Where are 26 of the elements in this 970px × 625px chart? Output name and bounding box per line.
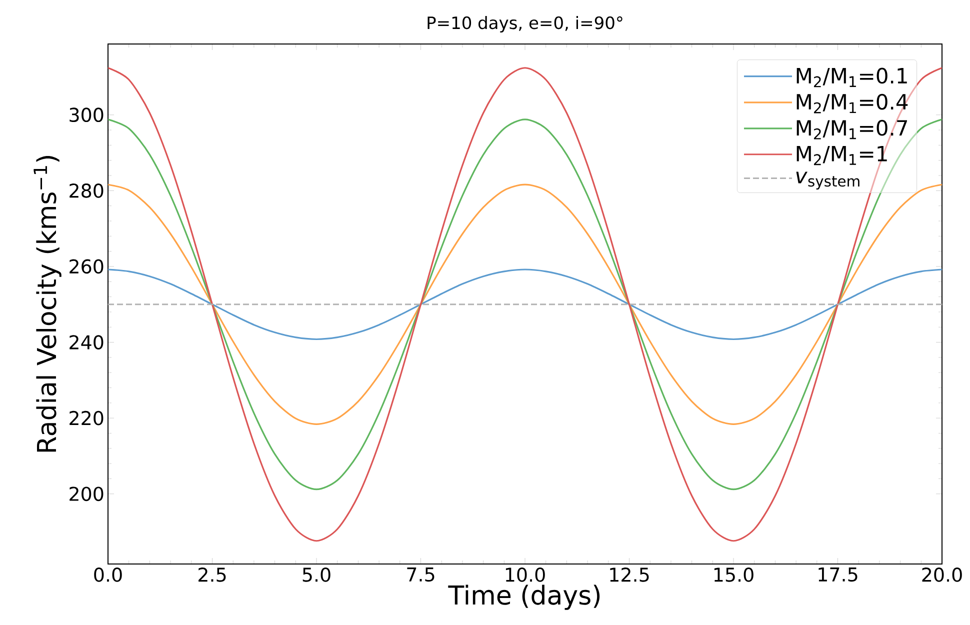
line-series	[108, 67, 942, 542]
legend-label: v$_{system}$	[796, 172, 860, 190]
x-tick-label: 17.5	[818, 568, 858, 582]
y-tick-label: 240	[70, 335, 104, 350]
legend-label: M$_{2}$/M$_{1}$=1	[796, 146, 887, 166]
line-series	[108, 268, 942, 340]
x-tick-label: 7.5	[407, 568, 434, 582]
line-series	[108, 118, 942, 490]
y-tick-label: 280	[70, 183, 104, 198]
y-tick-label: 260	[70, 259, 104, 274]
x-tick-label: 15.0	[714, 568, 754, 582]
x-tick-label: 10.0	[506, 568, 545, 582]
y-tick-label: 220	[70, 410, 104, 426]
x-tick-label: 12.5	[610, 568, 649, 582]
x-tick-label: 2.5	[198, 568, 226, 582]
chart-title: P=10 days, e=0, i=90°	[428, 16, 622, 32]
y-axis-title: Radial Velocity (kms$^{−1}$)	[34, 156, 62, 452]
legend-label: M$_{2}$/M$_{1}$=0.7	[796, 120, 907, 140]
y-tick-label: 300	[70, 108, 104, 122]
x-axis-title: Time (days)	[448, 584, 600, 610]
legend-label: M$_{2}$/M$_{1}$=0.4	[796, 94, 908, 114]
x-tick-label: 0.0	[94, 568, 122, 582]
x-tick-label: 20.0	[922, 568, 962, 582]
x-tick-label: 5.0	[302, 568, 330, 582]
y-tick-label: 200	[70, 486, 104, 502]
legend-label: M$_{2}$/M$_{1}$=0.1	[796, 68, 907, 88]
